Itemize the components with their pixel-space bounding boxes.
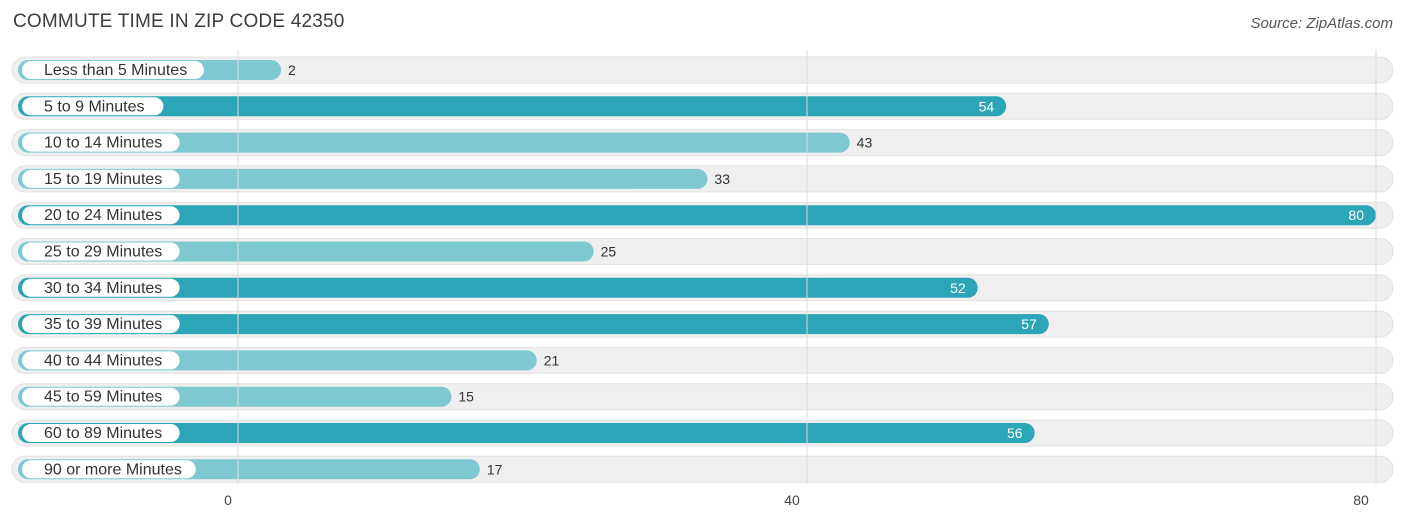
category-pill bbox=[22, 169, 180, 188]
bar bbox=[18, 168, 708, 189]
category-pill bbox=[22, 387, 180, 406]
tick-label: 80 bbox=[1353, 492, 1369, 508]
category-pill bbox=[22, 278, 180, 297]
category-pill bbox=[22, 424, 180, 442]
value-label: 25 bbox=[601, 244, 617, 260]
bar bbox=[18, 205, 1376, 226]
category-pill bbox=[22, 133, 180, 152]
category-label: 10 to 14 Minutes bbox=[44, 135, 162, 152]
bar bbox=[18, 423, 1035, 443]
tick-label: 40 bbox=[784, 492, 800, 508]
category-pill bbox=[22, 97, 164, 116]
category-label: 5 to 9 Minutes bbox=[44, 98, 145, 115]
category-pill bbox=[22, 315, 180, 334]
category-label: 30 to 34 Minutes bbox=[44, 280, 162, 297]
category-label: 90 or more Minutes bbox=[44, 461, 182, 478]
category-label: Less than 5 Minutes bbox=[44, 62, 187, 79]
value-label: 57 bbox=[1021, 316, 1037, 332]
bar bbox=[18, 132, 850, 153]
category-label: 20 to 24 Minutes bbox=[44, 207, 162, 224]
value-label: 43 bbox=[857, 135, 873, 151]
category-pill bbox=[22, 61, 204, 79]
category-label: 45 to 59 Minutes bbox=[44, 389, 162, 406]
x-axis-ticks: 0 40 80 bbox=[224, 492, 1369, 508]
value-label: 33 bbox=[714, 171, 730, 187]
category-label: 35 to 39 Minutes bbox=[44, 316, 162, 333]
category-pill bbox=[22, 206, 180, 225]
grid-lines bbox=[237, 50, 1377, 484]
bars: Less than 5 Minutes 2 5 to 9 Minutes 54 10 t… bbox=[11, 56, 1394, 483]
value-label: 52 bbox=[950, 280, 966, 296]
value-label: 80 bbox=[1348, 207, 1364, 223]
category-pill bbox=[22, 242, 180, 261]
category-label: 25 to 29 Minutes bbox=[44, 244, 162, 261]
value-label: 21 bbox=[544, 352, 560, 368]
category-label: 60 to 89 Minutes bbox=[44, 425, 162, 442]
category-pill bbox=[22, 351, 180, 370]
tick-label: 0 bbox=[224, 492, 232, 508]
category-label: 40 to 44 Minutes bbox=[44, 352, 162, 369]
bar bbox=[18, 96, 1007, 117]
chart-title: COMMUTE TIME IN ZIP CODE 42350 bbox=[13, 11, 345, 32]
bar bbox=[18, 277, 978, 298]
source-label: Source: ZipAtlas.com bbox=[1250, 15, 1393, 32]
value-label: 17 bbox=[487, 461, 503, 477]
value-label: 56 bbox=[1007, 425, 1023, 441]
value-label: 2 bbox=[288, 62, 296, 78]
bar-track bbox=[11, 56, 1394, 84]
bar bbox=[18, 314, 1049, 335]
category-label: 15 to 19 Minutes bbox=[44, 171, 162, 188]
value-label: 15 bbox=[458, 389, 474, 405]
value-label: 54 bbox=[979, 98, 995, 114]
category-pill bbox=[22, 460, 196, 479]
